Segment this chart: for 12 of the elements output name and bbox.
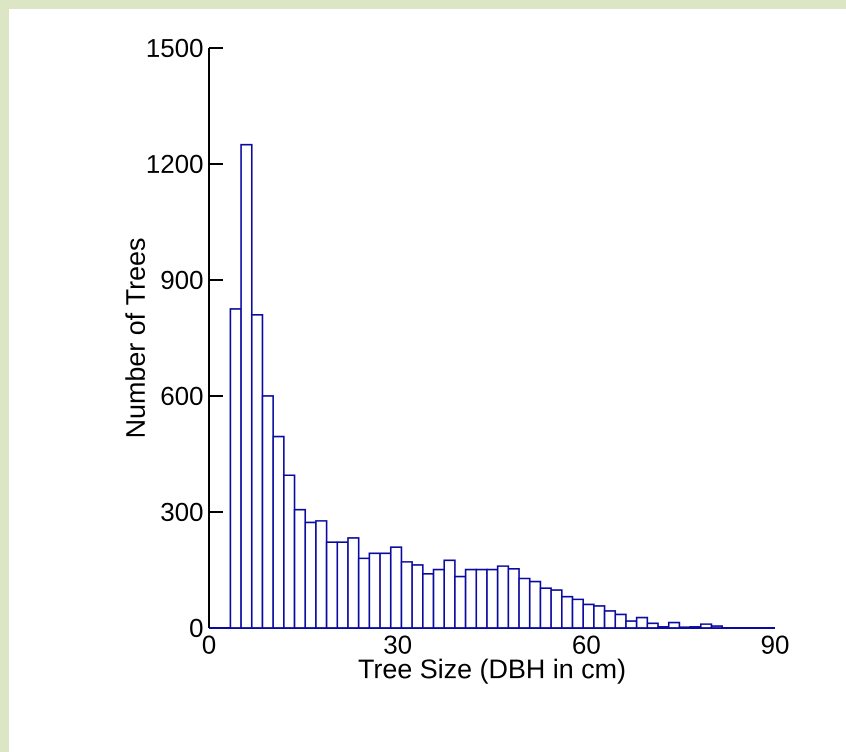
- x-tick-label: 30: [384, 635, 412, 654]
- x-tick-label: 90: [762, 635, 788, 654]
- x-tick-label: 0: [202, 635, 216, 654]
- y-tick-label: 1500: [148, 38, 202, 58]
- y-tick-label: 1200: [148, 154, 202, 174]
- x-tick-label: 60: [573, 635, 600, 654]
- y-axis-title: Number of Trees: [125, 238, 146, 436]
- y-tick-label: 0: [190, 618, 202, 638]
- y-tick-label: 900: [161, 270, 202, 290]
- y-tick-label: 600: [162, 386, 202, 406]
- x-axis-title: Tree Size (DBH in cm): [358, 658, 624, 684]
- y-tick-label: 300: [161, 502, 202, 522]
